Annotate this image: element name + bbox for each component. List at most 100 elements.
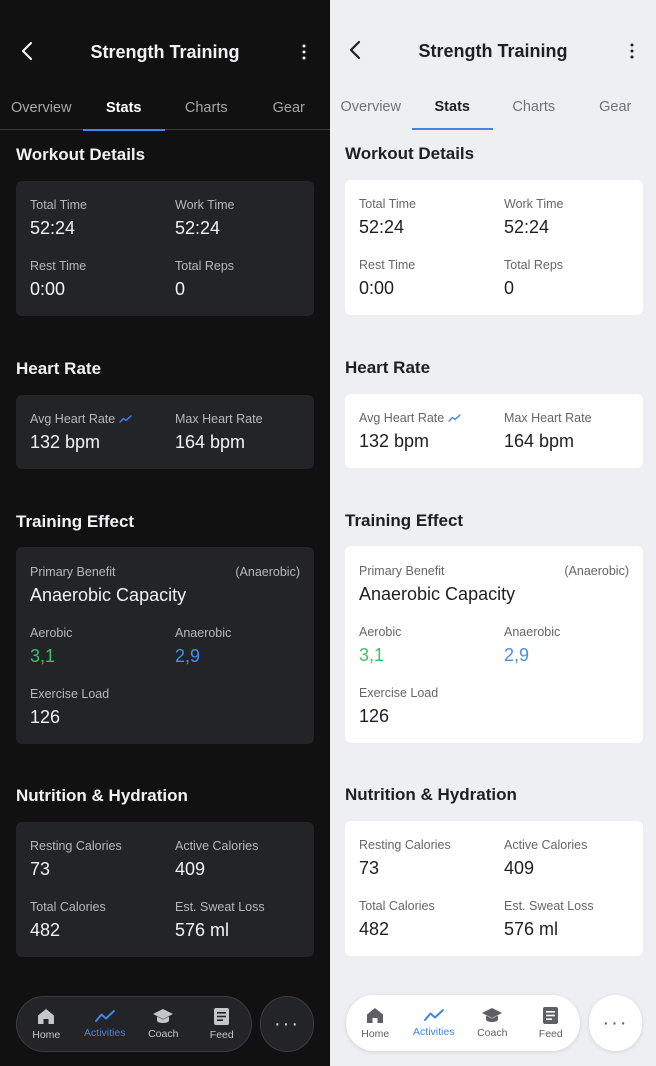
exercise-load-value: 126 <box>359 706 390 726</box>
coach-icon <box>482 1008 503 1022</box>
anaerobic-label: Anaerobic <box>504 625 561 639</box>
avg-heart-rate-value: 132 bpm <box>30 432 101 452</box>
nav-home[interactable]: Home <box>346 995 405 1051</box>
total-time-label: Total Time <box>359 197 416 211</box>
anaerobic-value: 2,9 <box>175 646 201 666</box>
nav-home-label: Home <box>32 1028 61 1041</box>
nav-coach[interactable]: Coach <box>463 995 522 1051</box>
anaerobic-label: Anaerobic <box>175 626 232 640</box>
work-time-value: 52:24 <box>504 217 550 237</box>
total-calories-field: Total Calories 482 <box>30 900 106 941</box>
exercise-load-field: Exercise Load 126 <box>30 687 109 728</box>
bottom-navigation: Home Activities Coach Feed <box>346 995 580 1051</box>
more-options-button[interactable] <box>620 39 644 63</box>
more-options-button[interactable] <box>292 40 316 64</box>
total-time-value: 52:24 <box>359 217 405 237</box>
tab-overview[interactable]: Overview <box>340 99 401 115</box>
light-theme-screen: Strength Training Overview Stats Charts … <box>330 0 656 1066</box>
tab-overview[interactable]: Overview <box>11 100 72 116</box>
primary-benefit-field: Primary Benefit (Anaerobic) Anaerobic Ca… <box>359 564 629 605</box>
exercise-load-value: 126 <box>30 707 61 727</box>
avg-heart-rate-field[interactable]: Avg Heart Rate 132 bpm <box>359 411 461 452</box>
primary-benefit-label: Primary Benefit <box>359 564 445 578</box>
bottom-navigation: Home Activities Coach Feed <box>16 996 252 1052</box>
more-menu-button[interactable]: ··· <box>589 995 642 1051</box>
exercise-load-field: Exercise Load 126 <box>359 686 438 727</box>
coach-icon <box>153 1009 174 1023</box>
primary-benefit-value: Anaerobic Capacity <box>30 585 187 605</box>
nav-activities[interactable]: Activities <box>405 995 464 1051</box>
total-reps-field: Total Reps 0 <box>175 259 234 300</box>
rest-time-label: Rest Time <box>359 258 416 272</box>
aerobic-field: Aerobic 3,1 <box>359 625 401 666</box>
tab-gear[interactable]: Gear <box>272 100 305 116</box>
active-calories-value: 409 <box>504 858 535 878</box>
tab-stats[interactable]: Stats <box>82 94 166 131</box>
rest-time-label: Rest Time <box>30 259 87 273</box>
workout-details-card: Total Time 52:24 Work Time 52:24 Rest Ti… <box>345 180 643 315</box>
nav-feed[interactable]: Feed <box>193 997 252 1051</box>
nutrition-card: Resting Calories 73 Active Calories 409 … <box>345 821 643 956</box>
sweat-loss-value: 576 ml <box>504 919 559 939</box>
total-calories-field: Total Calories 482 <box>359 899 435 940</box>
total-time-field: Total Time 52:24 <box>30 198 87 239</box>
work-time-field: Work Time 52:24 <box>175 198 235 239</box>
resting-calories-field: Resting Calories 73 <box>30 839 122 880</box>
training-effect-title: Training Effect <box>345 511 464 530</box>
nav-coach-label: Coach <box>477 1027 508 1039</box>
primary-benefit-label: Primary Benefit <box>30 565 116 579</box>
sweat-loss-label: Est. Sweat Loss <box>504 899 594 913</box>
total-reps-value: 0 <box>175 279 186 299</box>
tab-gear[interactable]: Gear <box>599 99 632 115</box>
total-reps-label: Total Reps <box>504 258 564 272</box>
nav-feed-label: Feed <box>209 1028 234 1041</box>
work-time-label: Work Time <box>504 197 564 211</box>
nav-feed[interactable]: Feed <box>522 995 581 1051</box>
resting-calories-label: Resting Calories <box>359 838 451 852</box>
tab-charts[interactable]: Charts <box>512 99 556 115</box>
avg-heart-rate-label: Avg Heart Rate <box>30 412 116 426</box>
sweat-loss-field: Est. Sweat Loss 576 ml <box>175 900 265 941</box>
resting-calories-value: 73 <box>30 859 51 879</box>
max-heart-rate-field: Max Heart Rate 164 bpm <box>175 412 263 453</box>
active-calories-field: Active Calories 409 <box>175 839 258 880</box>
nav-home[interactable]: Home <box>17 997 76 1051</box>
max-heart-rate-label: Max Heart Rate <box>175 412 263 426</box>
nav-activities[interactable]: Activities <box>76 997 135 1051</box>
nav-feed-label: Feed <box>538 1027 563 1040</box>
workout-details-card: Total Time 52:24 Work Time 52:24 Rest Ti… <box>16 181 314 316</box>
total-reps-value: 0 <box>504 278 515 298</box>
tab-stats[interactable]: Stats <box>411 93 494 130</box>
nutrition-title: Nutrition & Hydration <box>16 786 188 805</box>
page-title: Strength Training <box>418 41 568 61</box>
resting-calories-field: Resting Calories 73 <box>359 838 451 879</box>
nav-coach[interactable]: Coach <box>134 997 193 1051</box>
app-header: Strength Training <box>330 0 656 96</box>
active-calories-field: Active Calories 409 <box>504 838 587 879</box>
nav-activities-label: Activities <box>413 1026 455 1038</box>
work-time-label: Work Time <box>175 198 235 212</box>
more-menu-button[interactable]: ··· <box>260 996 314 1052</box>
total-time-field: Total Time 52:24 <box>359 197 416 238</box>
dark-theme-screen: Strength Training Overview Stats Charts … <box>0 0 330 1066</box>
heart-rate-card: Avg Heart Rate 132 bpm Max Heart Rate 16… <box>345 394 643 468</box>
trend-icon <box>119 415 132 423</box>
tab-charts[interactable]: Charts <box>184 100 228 116</box>
back-button[interactable] <box>342 37 368 63</box>
trend-icon <box>448 414 461 422</box>
sweat-loss-value: 576 ml <box>175 920 230 940</box>
sweat-loss-label: Est. Sweat Loss <box>175 900 265 914</box>
anaerobic-field: Anaerobic 2,9 <box>504 625 560 666</box>
feed-icon <box>543 1006 559 1024</box>
home-icon <box>367 1007 384 1023</box>
max-heart-rate-field: Max Heart Rate 164 bpm <box>504 411 592 452</box>
max-heart-rate-value: 164 bpm <box>504 431 575 451</box>
back-button[interactable] <box>14 38 40 64</box>
aerobic-value: 3,1 <box>359 645 385 665</box>
rest-time-field: Rest Time 0:00 <box>30 259 86 300</box>
avg-heart-rate-field[interactable]: Avg Heart Rate 132 bpm <box>30 412 132 453</box>
exercise-load-label: Exercise Load <box>30 687 110 701</box>
primary-benefit-field: Primary Benefit (Anaerobic) Anaerobic Ca… <box>30 565 300 606</box>
primary-benefit-value: Anaerobic Capacity <box>359 584 516 604</box>
activities-icon <box>423 1009 444 1021</box>
